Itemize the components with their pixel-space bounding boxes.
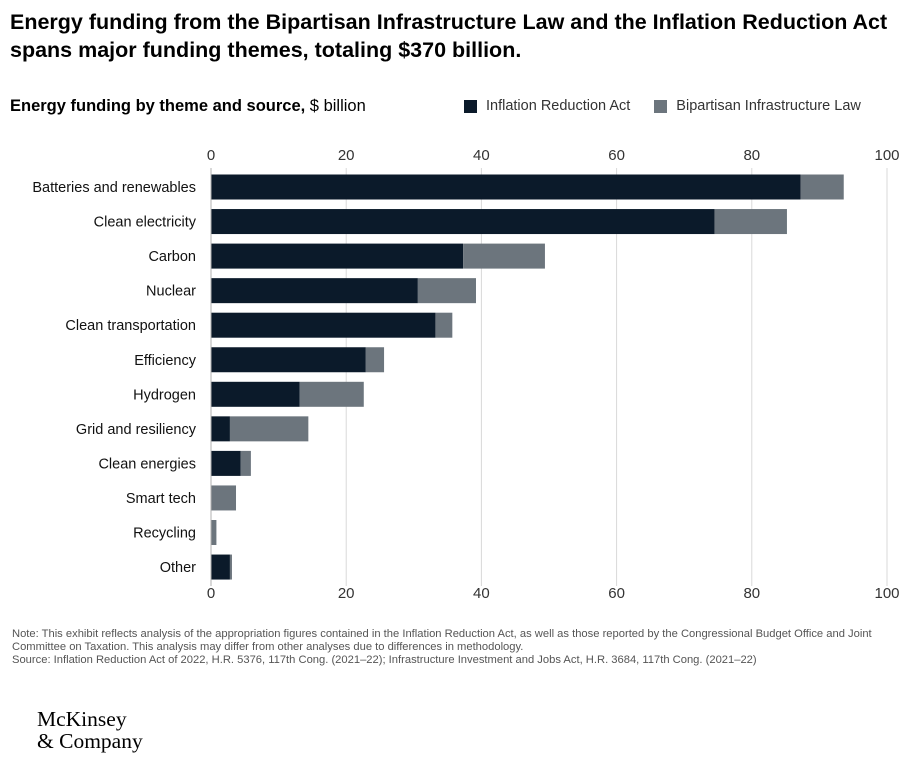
notes: Note: This exhibit reflects analysis of …: [12, 628, 902, 667]
category-label-nuclear: Nuclear: [146, 284, 196, 300]
legend: Inflation Reduction Act Bipartisan Infra…: [464, 98, 861, 114]
category-label-hydrogen: Hydrogen: [133, 387, 196, 403]
category-label-recycling: Recycling: [133, 526, 196, 542]
chart-subtitle-bold: Energy funding by theme and source,: [10, 97, 306, 115]
bar-other-bil: [229, 554, 232, 580]
category-label-batteries-and-renewables: Batteries and renewables: [32, 180, 196, 196]
bar-nuclear-bil: [417, 278, 476, 304]
category-label-clean-energies: Clean energies: [98, 456, 196, 472]
category-label-other: Other: [160, 560, 196, 576]
bar-clean-electricity-ira: [211, 209, 715, 235]
chart-title: Energy funding from the Bipartisan Infra…: [10, 10, 888, 62]
source-text: Source: Inflation Reduction Act of 2022,…: [12, 654, 757, 666]
note-text: Note: This exhibit reflects analysis of …: [12, 628, 872, 653]
category-label-grid-and-resiliency: Grid and resiliency: [76, 422, 197, 438]
category-label-smart-tech: Smart tech: [126, 491, 196, 507]
bar-grid-and-resiliency-bil: [229, 416, 309, 442]
category-label-carbon: Carbon: [148, 249, 196, 265]
bar-hydrogen-ira: [211, 381, 300, 407]
x-tick-label-bottom-0: 0: [207, 585, 215, 602]
bar-recycling-bil: [211, 520, 217, 545]
x-tick-label-top-60: 60: [608, 147, 625, 164]
legend-swatch-bil: [654, 99, 668, 113]
bar-clean-transportation-bil: [435, 312, 453, 338]
bar-other-ira: [211, 554, 230, 580]
bar-smart-tech-bil: [211, 485, 237, 511]
bar-chart: 0 0 20 20 40 40 60 60 80 80 100 100 Batteries and re…: [32, 147, 899, 602]
category-label-efficiency: Efficiency: [134, 353, 197, 369]
bar-carbon-bil: [463, 243, 545, 269]
bar-hydrogen-bil: [299, 381, 364, 407]
bar-efficiency-ira: [211, 347, 366, 373]
x-tick-label-top-100: 100: [874, 147, 899, 164]
bar-clean-electricity-bil: [714, 209, 787, 235]
logo-line-2: & Company: [37, 729, 143, 753]
x-tick-label-bottom-60: 60: [608, 585, 625, 602]
x-tick-label-top-40: 40: [473, 147, 490, 164]
x-tick-label-bottom-80: 80: [743, 585, 760, 602]
x-tick-label-bottom-20: 20: [338, 585, 355, 602]
bar-grid-and-resiliency-ira: [211, 416, 230, 442]
legend-item-ira: Inflation Reduction Act: [464, 98, 630, 114]
x-tick-label-top-20: 20: [338, 147, 355, 164]
x-tick-label-top-80: 80: [743, 147, 760, 164]
category-label-clean-transportation: Clean transportation: [65, 318, 196, 334]
bar-clean-transportation-ira: [211, 312, 436, 338]
bar-nuclear-ira: [211, 278, 418, 304]
x-tick-label-top-0: 0: [207, 147, 215, 164]
legend-swatch-ira: [464, 99, 477, 113]
x-tick-label-bottom-100: 100: [874, 585, 899, 602]
legend-item-bil: Bipartisan Infrastructure Law: [654, 98, 861, 114]
legend-label-ira: Inflation Reduction Act: [486, 98, 631, 114]
x-tick-label-bottom-40: 40: [473, 585, 490, 602]
chart-subtitle-unit: $ billion: [305, 97, 366, 115]
bar-clean-energies-bil: [240, 450, 251, 476]
bar-batteries-and-renewables-ira: [211, 174, 801, 200]
bar-clean-energies-ira: [211, 450, 241, 476]
logo-line-1: McKinsey: [37, 707, 127, 731]
bar-batteries-and-renewables-bil: [800, 174, 844, 200]
chart-subtitle: Energy funding by theme and source, $ bi…: [10, 97, 366, 116]
category-label-clean-electricity: Clean electricity: [94, 215, 197, 231]
mckinsey-logo: McKinsey & Company: [37, 708, 143, 752]
legend-label-bil: Bipartisan Infrastructure Law: [676, 98, 861, 114]
bar-efficiency-bil: [365, 347, 385, 373]
bar-carbon-ira: [211, 243, 464, 269]
